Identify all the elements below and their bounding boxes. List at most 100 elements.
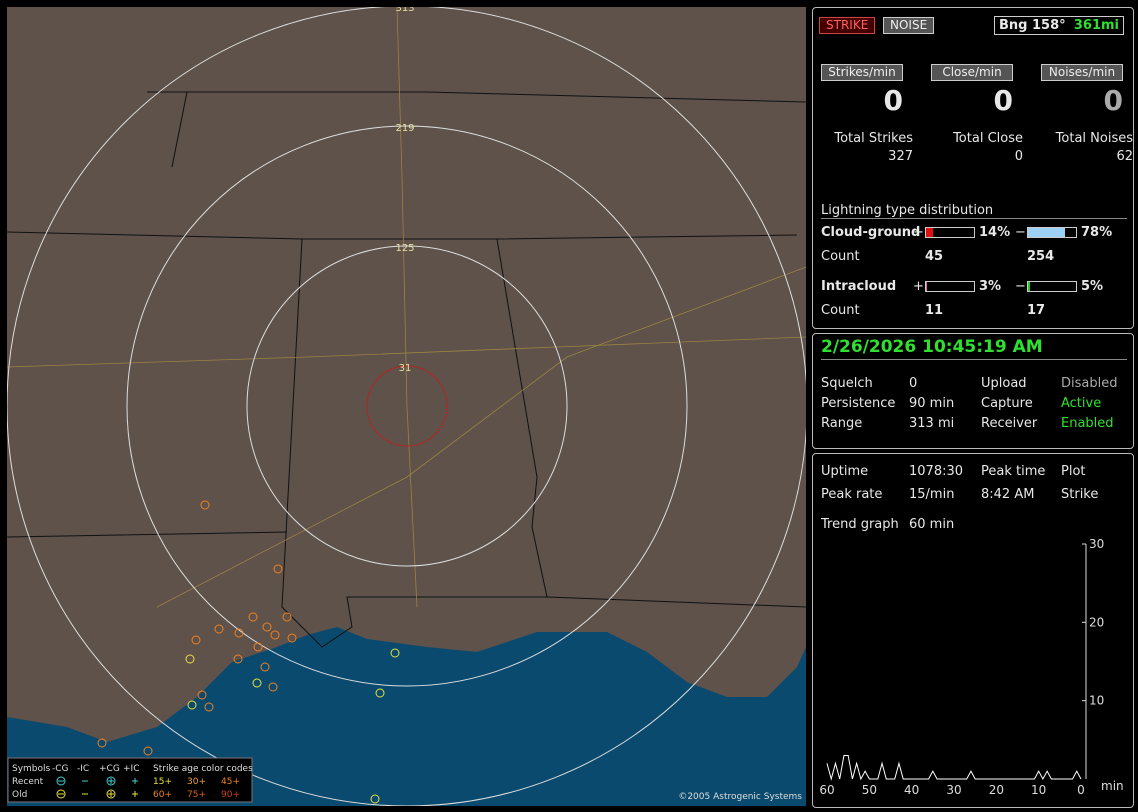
label: Trend graph bbox=[821, 517, 899, 532]
y-tick-label: 10 bbox=[1089, 694, 1104, 708]
ring-labels: 313 219 125 31 bbox=[395, 7, 414, 374]
strike bbox=[191, 635, 201, 645]
y-tick-label: 20 bbox=[1089, 615, 1104, 629]
strike bbox=[187, 700, 197, 710]
strike bbox=[370, 794, 380, 804]
rate-value: 0 bbox=[993, 84, 1013, 117]
datetime: 2/26/2026 10:45:19 AM bbox=[821, 337, 1127, 360]
total-value: 327 bbox=[888, 149, 913, 164]
strike bbox=[248, 612, 258, 622]
ring-label: 219 bbox=[395, 123, 414, 134]
percent: 5% bbox=[1081, 279, 1104, 294]
legend-age: 15+ bbox=[153, 777, 172, 787]
total-value: 0 bbox=[1014, 149, 1023, 164]
label: Plot bbox=[1061, 464, 1086, 479]
strike bbox=[375, 688, 385, 698]
setting-value: 313 mi bbox=[909, 416, 955, 431]
bar bbox=[926, 228, 933, 237]
strike bbox=[185, 654, 195, 664]
sign: + bbox=[913, 279, 924, 294]
total-label: Total Close bbox=[953, 131, 1023, 146]
strike bbox=[200, 500, 210, 510]
strike bbox=[253, 642, 263, 652]
label: Peak rate bbox=[821, 487, 883, 502]
bearing-box: Bng 158° 361mi bbox=[994, 16, 1124, 35]
strike bbox=[234, 628, 244, 638]
total-label: Total Noises bbox=[1055, 131, 1133, 146]
sign: − bbox=[1015, 279, 1026, 294]
rate-button[interactable]: Noises/min bbox=[1041, 64, 1123, 81]
bar bbox=[926, 282, 928, 291]
count: 45 bbox=[925, 249, 944, 264]
strike bbox=[390, 648, 400, 658]
strike bbox=[204, 702, 214, 712]
total-label: Total Strikes bbox=[834, 131, 913, 146]
y-tick-label: 30 bbox=[1089, 537, 1104, 551]
value: 8:42 AM bbox=[981, 487, 1035, 502]
trend-graph: min 10 20 30 60 50 40 30 20 10 0 bbox=[819, 537, 1124, 797]
state-border bbox=[7, 91, 806, 608]
legend-type: +IC bbox=[123, 764, 139, 774]
legend-title: Strike age color codes bbox=[153, 764, 253, 774]
strike bbox=[287, 633, 297, 643]
setting-label: Squelch bbox=[821, 376, 873, 391]
rate-value: 0 bbox=[883, 84, 903, 117]
strike bbox=[197, 690, 207, 700]
label: Peak time bbox=[981, 464, 1046, 479]
percent: 78% bbox=[1081, 225, 1113, 240]
x-tick-label: 50 bbox=[862, 783, 877, 797]
x-tick-label: 60 bbox=[819, 783, 834, 797]
distribution-title: Lightning type distribution bbox=[821, 203, 1127, 219]
state-border bbox=[281, 238, 548, 648]
legend-symbol bbox=[56, 776, 66, 786]
setting-label: Receiver bbox=[981, 416, 1038, 431]
strike bbox=[214, 624, 224, 634]
setting-value: Enabled bbox=[1061, 416, 1114, 431]
percent: 14% bbox=[979, 225, 1011, 240]
distance: 361mi bbox=[1073, 18, 1119, 33]
strike-button[interactable]: STRIKE bbox=[819, 17, 876, 34]
value: 15/min bbox=[909, 487, 955, 502]
legend-age: 75+ bbox=[187, 790, 206, 800]
trend-line bbox=[826, 755, 1082, 781]
x-tick-label: 0 bbox=[1077, 783, 1085, 797]
rate-value: 0 bbox=[1103, 84, 1123, 117]
count-label: Count bbox=[821, 303, 860, 318]
noise-button[interactable]: NOISE bbox=[883, 17, 935, 34]
close-ring bbox=[366, 365, 448, 447]
type-name: Intracloud bbox=[821, 279, 897, 294]
legend-symbols bbox=[56, 776, 138, 799]
legend-age: 45+ bbox=[221, 777, 240, 787]
rate-button[interactable]: Close/min bbox=[931, 64, 1013, 81]
setting-value: 0 bbox=[909, 376, 918, 391]
setting-value: 90 min bbox=[909, 396, 955, 411]
legend-age: 60+ bbox=[153, 790, 172, 800]
setting-label: Persistence bbox=[821, 396, 896, 411]
x-unit: min bbox=[1101, 779, 1124, 793]
legend-type: -CG bbox=[52, 764, 69, 774]
value: Strike bbox=[1061, 487, 1099, 502]
label: Uptime bbox=[821, 464, 869, 479]
total-value: 62 bbox=[1116, 149, 1133, 164]
count-label: Count bbox=[821, 249, 860, 264]
value: 60 min bbox=[909, 517, 955, 532]
settings-panel: 2/26/2026 10:45:19 AM Squelch 0 Upload Disa… bbox=[812, 333, 1134, 449]
ring-label: 313 bbox=[395, 7, 414, 14]
setting-label: Upload bbox=[981, 376, 1027, 391]
strike bbox=[262, 622, 272, 632]
bar bbox=[1028, 282, 1031, 291]
strike bbox=[97, 738, 107, 748]
rate-button[interactable]: Strikes/min bbox=[821, 64, 903, 81]
bar-frame bbox=[925, 281, 975, 292]
ring bbox=[126, 125, 688, 687]
strike bbox=[282, 612, 292, 622]
legend-title: Symbols bbox=[12, 764, 51, 774]
setting-label: Range bbox=[821, 416, 863, 431]
legend-row: Old bbox=[12, 790, 27, 800]
sign: − bbox=[1015, 225, 1026, 240]
x-tick-label: 20 bbox=[989, 783, 1004, 797]
legend-symbol bbox=[58, 778, 138, 784]
ring-label: 31 bbox=[399, 363, 412, 374]
copyright: ©2005 Astrogenic Systems bbox=[678, 792, 802, 802]
